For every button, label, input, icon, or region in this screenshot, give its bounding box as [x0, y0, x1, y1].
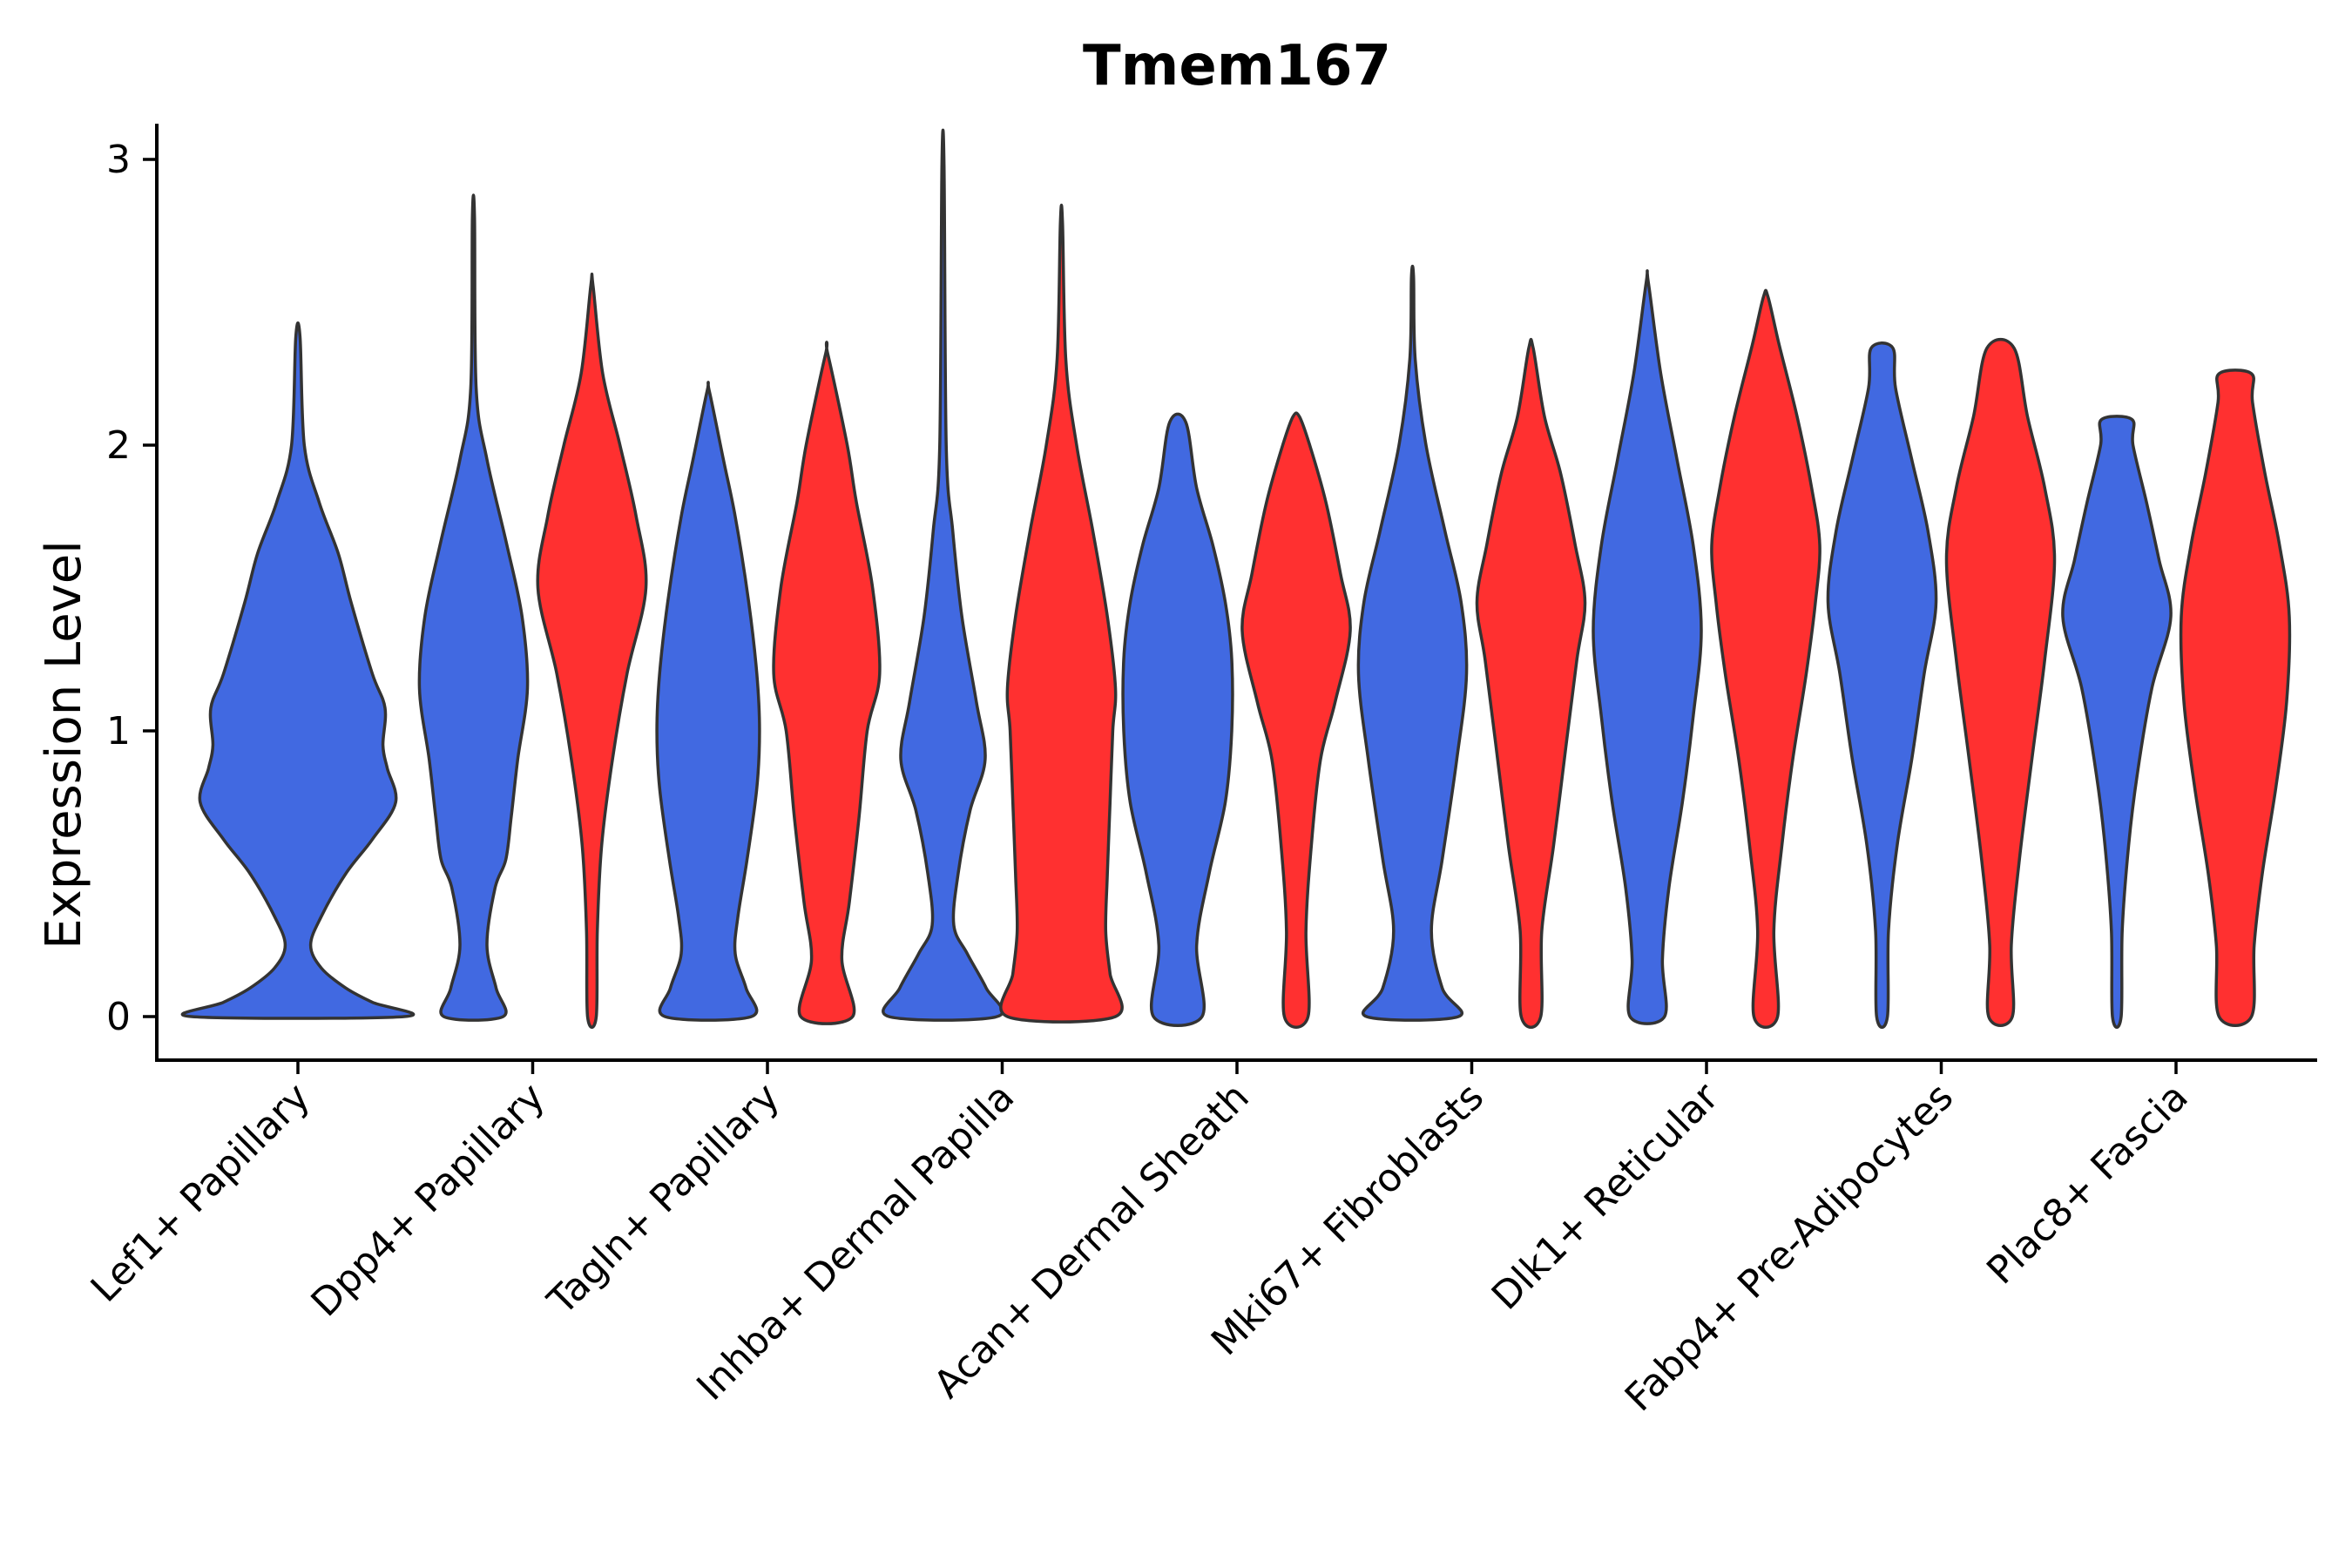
- x-tick-label-tagln-papillary: Tagln+ Papillary: [539, 1075, 788, 1324]
- x-tick-label-dlk1-reticular: Dlk1+ Reticular: [1484, 1074, 1728, 1319]
- y-tick-label-2: 2: [106, 423, 131, 468]
- violins-layer: [180, 128, 2292, 1030]
- violin-mki67-fibroblasts-red: [1475, 337, 1587, 1030]
- violin-fabp4-pre-adipocytes-blue: [1826, 341, 1938, 1030]
- violin-plac8-fascia-red: [2179, 368, 2292, 1028]
- y-tick-label-1: 1: [106, 709, 131, 754]
- chart-title: Tmem167: [1083, 34, 1391, 98]
- y-ticks-layer: 0 1 2 3: [106, 138, 157, 1039]
- x-tick-label-plac8-fascia: Plac8+ Fascia: [1978, 1075, 2197, 1294]
- violin-fabp4-pre-adipocytes-red: [1944, 337, 2057, 1028]
- violin-acan-dermal-sheath-red: [1240, 411, 1352, 1030]
- violin-dlk1-reticular-red: [1710, 288, 1821, 1030]
- violin-inhba-dermal-papilla-red: [999, 203, 1124, 1024]
- x-tick-label-dpp4-papillary: Dpp4+ Papillary: [303, 1075, 554, 1326]
- violin-plac8-fascia-blue: [2061, 415, 2173, 1030]
- x-tick-label-lef1-papillary: Lef1+ Papillary: [83, 1075, 319, 1311]
- violin-dpp4-papillary-blue: [417, 193, 530, 1022]
- y-axis-label: Expression Level: [36, 540, 92, 950]
- violin-dpp4-papillary-red: [536, 272, 648, 1030]
- violin-tagln-papillary-blue: [655, 381, 761, 1022]
- violin-inhba-dermal-papilla-blue: [882, 128, 1004, 1022]
- violin-acan-dermal-sheath-blue: [1121, 412, 1234, 1027]
- y-tick-label-3: 3: [106, 138, 131, 182]
- violin-lef1-papillary-blue: [180, 321, 416, 1020]
- violin-mki67-fibroblasts-blue: [1356, 264, 1469, 1022]
- violin-tagln-papillary-red: [772, 341, 882, 1025]
- x-tick-label-mki67-fibroblasts: Mki67+ Fibroblasts: [1203, 1075, 1492, 1364]
- y-tick-label-0: 0: [106, 995, 131, 1039]
- violin-dlk1-reticular-blue: [1592, 269, 1703, 1025]
